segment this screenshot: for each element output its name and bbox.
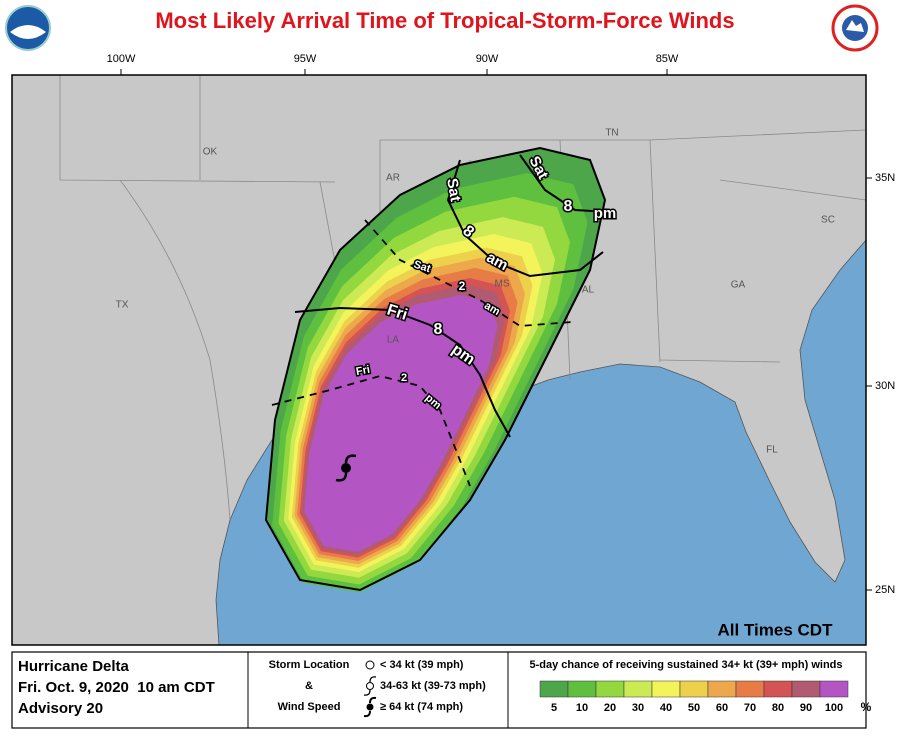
map-frame xyxy=(11,74,867,646)
scale-swatch xyxy=(567,680,597,698)
lat-label: 35N xyxy=(875,172,895,184)
lon-label: 85W xyxy=(656,53,679,65)
nws-logo xyxy=(831,4,879,52)
state-label: LA xyxy=(387,335,400,346)
storm-symbol xyxy=(335,454,357,482)
scale-swatch xyxy=(595,680,625,698)
scale-swatch xyxy=(791,680,821,698)
lon-label: 90W xyxy=(476,53,499,65)
icon-hurricane xyxy=(363,696,377,718)
advisory: Advisory 20 xyxy=(18,700,103,717)
scale-label: 20 xyxy=(604,702,616,714)
issued: Fri. Oct. 9, 2020 10 am CDT xyxy=(18,679,215,696)
state-label: TN xyxy=(605,128,618,139)
arrival-line xyxy=(294,306,511,438)
state-label: AR xyxy=(386,173,400,184)
scale-label: 70 xyxy=(744,702,756,714)
storm-key-title: Wind Speed xyxy=(278,701,341,713)
time-zone-note: All Times CDT xyxy=(718,620,834,639)
storm-name: Hurricane Delta xyxy=(18,658,130,675)
scale-label: 5 xyxy=(551,702,557,714)
probability-layer xyxy=(304,295,498,552)
lon-label: 95W xyxy=(294,53,317,65)
icon-weak xyxy=(365,660,375,670)
title: Most Likely Arrival Time of Tropical-Sto… xyxy=(155,8,734,33)
scale-label: 80 xyxy=(772,702,784,714)
state-label: GA xyxy=(731,280,746,291)
arrival-label: 2 xyxy=(459,279,466,293)
probability-scale: 5 10 20 30 40 50 60 70 80 90 100% xyxy=(539,680,872,714)
icon-storm xyxy=(363,676,377,696)
arrival-line xyxy=(519,154,611,213)
legend: Hurricane Delta Fri. Oct. 9, 2020 10 am … xyxy=(11,651,872,729)
percent-sign: % xyxy=(861,700,872,714)
arrival-lines xyxy=(264,146,611,592)
scale-label: 50 xyxy=(688,702,700,714)
lon-label: 100W xyxy=(107,53,136,65)
state-label: FL xyxy=(766,445,778,456)
storm-key-title: & xyxy=(305,680,313,692)
scale-label: 40 xyxy=(660,702,672,714)
scale-swatch xyxy=(679,680,709,698)
arrival-label: Fri xyxy=(355,364,371,378)
storm-key-title: Storm Location xyxy=(269,659,350,671)
state-label: OK xyxy=(203,147,218,158)
scale-label: 10 xyxy=(576,702,588,714)
scale-swatch xyxy=(819,680,849,698)
storm-key: ≥ 64 kt (74 mph) xyxy=(380,701,463,713)
state-label: MS xyxy=(495,279,510,290)
arrival-label: 8 xyxy=(434,321,443,338)
arrival-label: 2 xyxy=(401,372,407,384)
scale-label: 90 xyxy=(800,702,812,714)
probability-swath xyxy=(266,148,605,593)
storm-key: 34-63 kt (39-73 mph) xyxy=(380,680,486,692)
scale-label: 30 xyxy=(632,702,644,714)
probability-title: 5-day chance of receiving sustained 34+ … xyxy=(530,659,843,671)
lat-label: 25N xyxy=(875,584,895,596)
arrival-line xyxy=(446,159,604,278)
storm-key: < 34 kt (39 mph) xyxy=(380,659,464,671)
swath-outline xyxy=(264,146,607,592)
arrival-line xyxy=(364,219,573,327)
scale-swatch xyxy=(623,680,653,698)
scale-label: 100 xyxy=(825,702,843,714)
state-label: TX xyxy=(116,300,129,311)
scale-swatch xyxy=(735,680,765,698)
scale-swatch xyxy=(539,680,569,698)
lat-label: 30N xyxy=(875,380,895,392)
state-label: AL xyxy=(582,285,595,296)
scale-swatch xyxy=(651,680,681,698)
arrival-label: Sat xyxy=(443,177,464,203)
noaa-logo xyxy=(5,5,51,51)
arrival-label: pm xyxy=(594,205,617,222)
arrival-label: 8 xyxy=(564,198,573,215)
map-axes: 100W 95W 90W 85W 35N 30N 25N xyxy=(107,53,896,596)
scale-label: 60 xyxy=(716,702,728,714)
scale-swatch xyxy=(707,680,737,698)
state-label: SC xyxy=(821,215,835,226)
scale-swatch xyxy=(763,680,793,698)
